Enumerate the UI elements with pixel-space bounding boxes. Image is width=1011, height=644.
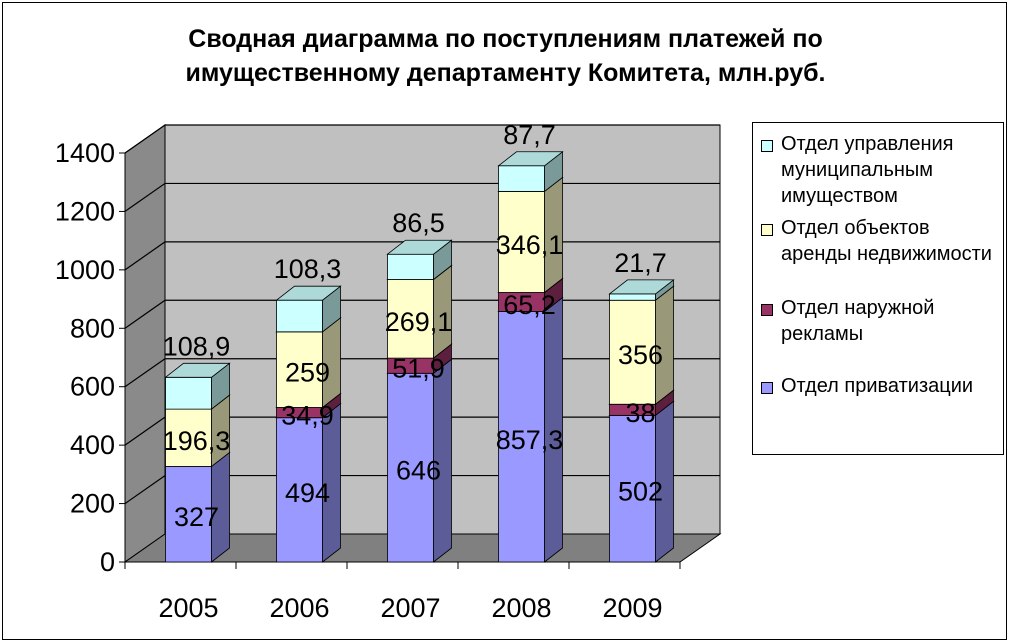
gridline: [124, 124, 720, 154]
data-label: 34,9: [281, 401, 334, 431]
bar-segment: [164, 451, 231, 563]
data-label: 356: [618, 340, 663, 370]
bar-segment-front: [387, 279, 434, 359]
data-label: 65,2: [503, 290, 556, 320]
x-tick-label: 2009: [602, 593, 662, 623]
data-label: 269,1: [385, 307, 453, 337]
data-label: 196,3: [163, 426, 231, 456]
bar-segment-top: [386, 239, 453, 255]
y-tick-label: 1400: [55, 138, 115, 168]
data-label: 857,3: [496, 425, 564, 455]
legend-swatch: [761, 224, 773, 236]
y-tick-label: 200: [70, 489, 115, 519]
x-tick-label: 2005: [158, 593, 218, 623]
bar-segment-front: [498, 165, 545, 192]
legend-label: Отдел управления муниципальным имущество…: [781, 133, 954, 207]
bar-segment-front: [609, 299, 656, 405]
side-wall: [124, 124, 166, 563]
data-label: 494: [285, 478, 330, 508]
bar-segment: [275, 285, 342, 333]
legend-label: Отдел объектов аренды недвижимости: [781, 217, 992, 265]
y-tick-label: 800: [70, 313, 115, 343]
bar-segment-front: [276, 331, 323, 408]
data-label: 38: [625, 398, 655, 428]
bar-segment-top: [497, 151, 564, 167]
y-tick-label: 1000: [55, 255, 115, 285]
bar-segment-top: [164, 362, 231, 378]
data-label: 108,9: [163, 331, 231, 361]
bar-segment-front: [498, 311, 545, 563]
bar-segment: [386, 264, 453, 359]
data-label: 327: [174, 502, 219, 532]
data-label: 259: [285, 358, 330, 388]
data-label: 502: [618, 477, 663, 507]
bar-segment-front: [387, 253, 434, 280]
chart-title-line-1: Сводная диаграмма по поступлениям платеж…: [188, 25, 823, 53]
bar-segment-front: [165, 376, 212, 410]
bar-segment: [497, 150, 564, 193]
legend-swatch: [761, 382, 773, 394]
bar-segment-front: [276, 417, 323, 563]
data-label: 21,7: [614, 248, 667, 278]
bar-segment-front: [609, 293, 656, 301]
y-tick-label: 400: [70, 430, 115, 460]
data-label: 87,7: [503, 120, 556, 150]
x-tick-label: 2006: [269, 593, 329, 623]
chart-title: Сводная диаграмма по поступлениям платеж…: [0, 22, 1011, 90]
data-label: 86,5: [392, 208, 445, 238]
bar-segment-front: [498, 190, 545, 293]
data-label: 51,9: [392, 354, 445, 384]
data-label: 108,3: [274, 254, 342, 284]
bar-segment-front: [165, 466, 212, 563]
y-tick-label: 1200: [55, 196, 115, 226]
legend: Отдел управления муниципальным имущество…: [752, 122, 1004, 455]
legend-label: Отдел приватизации: [781, 375, 974, 397]
bar-segment-top: [275, 285, 342, 301]
y-tick-label: 0: [100, 547, 115, 577]
data-label: 346,1: [496, 230, 564, 260]
x-tick-label: 2007: [380, 593, 440, 623]
bar-segment-top: [608, 279, 675, 295]
legend-label: Отдел наружной рекламы: [781, 297, 935, 345]
bar-segment-front: [276, 299, 323, 333]
chart-title-line-2: имущественному департаменту Комитета, мл…: [185, 59, 826, 87]
legend-swatch: [761, 304, 773, 316]
bar-segment: [386, 239, 453, 281]
legend-swatch: [761, 140, 773, 152]
bar-segment-front: [387, 372, 434, 563]
bar-segment: [608, 279, 675, 302]
y-tick-label: 600: [70, 372, 115, 402]
data-label: 646: [396, 456, 441, 486]
bar-segment: [164, 362, 231, 410]
x-tick-label: 2008: [491, 593, 551, 623]
